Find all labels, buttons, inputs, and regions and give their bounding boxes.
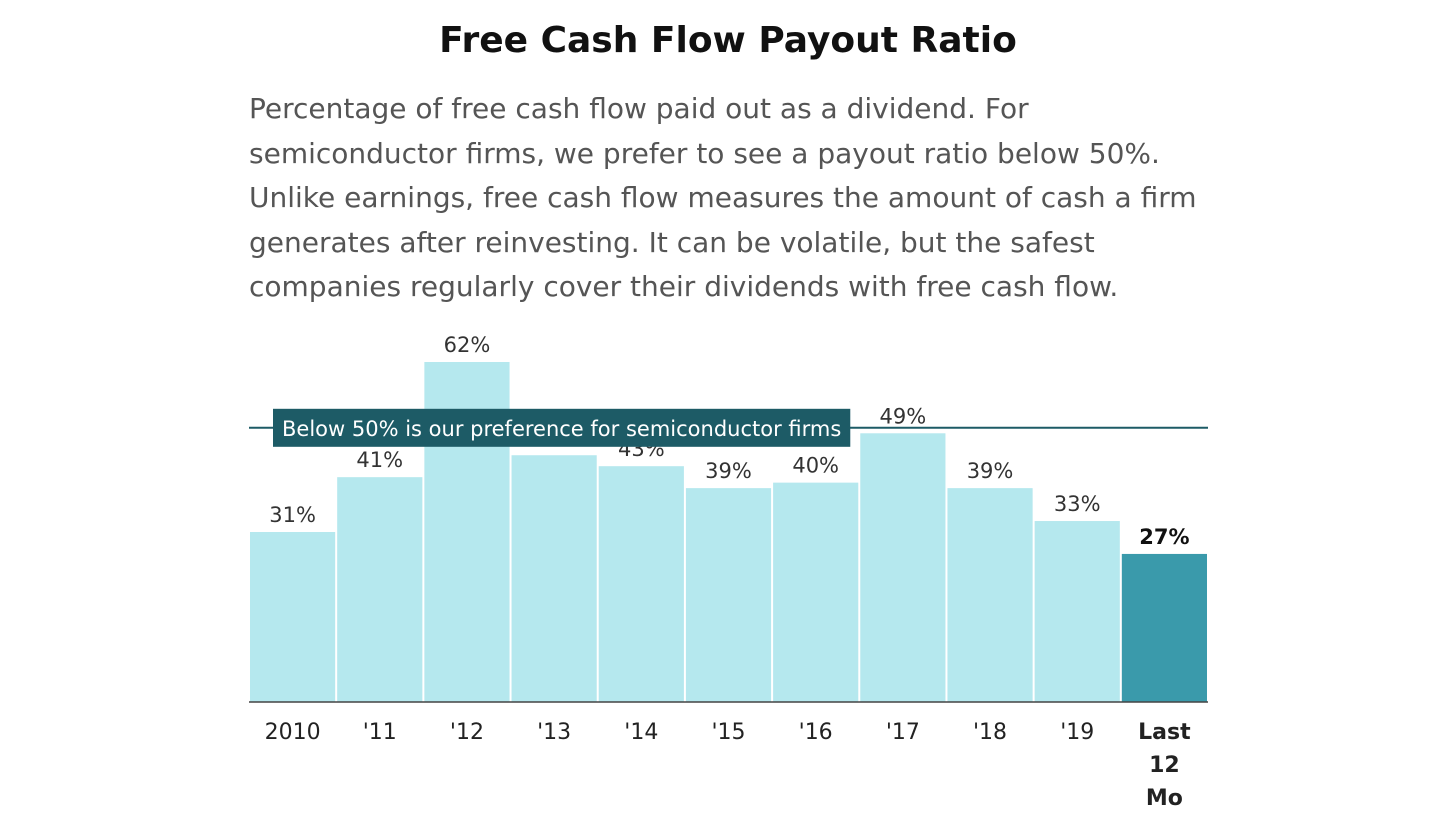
x-tick-label: '11 <box>362 720 397 745</box>
chart-title: Free Cash Flow Payout Ratio <box>439 20 1017 61</box>
bar <box>1121 553 1207 702</box>
x-tick-label: '12 <box>449 720 484 745</box>
bar <box>250 532 336 702</box>
bar <box>511 455 597 702</box>
x-tick-label: '18 <box>973 720 1008 745</box>
x-tick-label: '13 <box>537 720 572 745</box>
value-label: 49% <box>880 404 927 428</box>
value-label: 62% <box>444 333 491 357</box>
value-label: 41% <box>356 448 403 472</box>
x-tick-label: '15 <box>711 720 746 745</box>
bar <box>773 482 859 702</box>
x-tick-label: '17 <box>885 720 920 745</box>
x-tick-label: '19 <box>1060 720 1095 745</box>
bar <box>860 433 946 702</box>
reference-label-box <box>273 408 851 447</box>
value-label: 31% <box>269 503 316 527</box>
x-tick-label: Last 12 Mo <box>1138 720 1191 811</box>
value-label: 39% <box>967 459 1014 483</box>
bar <box>337 477 423 702</box>
value-label: 27% <box>1139 525 1189 549</box>
reference-label: Below 50% is our preference for semicond… <box>282 417 841 441</box>
bar <box>947 488 1033 702</box>
bar <box>1034 521 1120 702</box>
bar <box>598 466 684 702</box>
value-label: 39% <box>705 459 752 483</box>
value-label: 33% <box>1054 492 1101 516</box>
chart-subtitle: Percentage of free cash flow paid out as… <box>249 92 1197 303</box>
value-label: 40% <box>792 454 839 478</box>
x-tick-label: '14 <box>624 720 659 745</box>
x-tick-label: 2010 <box>264 720 321 745</box>
bar <box>685 488 772 702</box>
x-tick-label: '16 <box>798 720 833 745</box>
